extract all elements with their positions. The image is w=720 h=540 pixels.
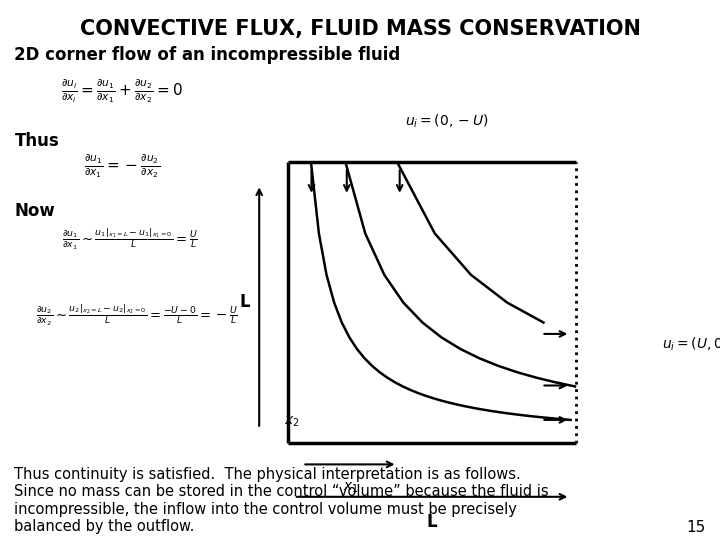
- Text: 15: 15: [686, 519, 706, 535]
- Text: Thus continuity is satisfied.  The physical interpretation is as follows.
Since : Thus continuity is satisfied. The physic…: [14, 467, 549, 534]
- Text: 2D corner flow of an incompressible fluid: 2D corner flow of an incompressible flui…: [14, 46, 400, 64]
- Text: $x_1$: $x_1$: [343, 481, 359, 495]
- Text: Now: Now: [14, 202, 55, 220]
- Text: $\frac{\partial u_2}{\partial x_2} \sim \frac{u_2|_{x_2=L} - u_2|_{x_2=0}}{L} = : $\frac{\partial u_2}{\partial x_2} \sim …: [36, 302, 238, 328]
- Text: $\frac{\partial u_1}{\partial x_1} = -\frac{\partial u_2}{\partial x_2}$: $\frac{\partial u_1}{\partial x_1} = -\f…: [84, 154, 161, 180]
- Text: L: L: [240, 293, 250, 312]
- Text: $u_i = (U, 0)$: $u_i = (U, 0)$: [662, 336, 720, 353]
- Text: Thus: Thus: [14, 132, 59, 150]
- Text: $\frac{\partial u_i}{\partial x_i} = \frac{\partial u_1}{\partial x_1} + \frac{\: $\frac{\partial u_i}{\partial x_i} = \fr…: [61, 78, 184, 105]
- Text: L: L: [427, 513, 437, 531]
- Text: $\frac{\partial u_1}{\partial x_1} \sim \frac{u_1|_{x_1=L} - u_1|_{x_1=0}}{L} = : $\frac{\partial u_1}{\partial x_1} \sim …: [62, 227, 197, 252]
- Text: $x_2$: $x_2$: [284, 415, 300, 429]
- Text: $u_i = (0, - U)$: $u_i = (0, - U)$: [405, 112, 488, 130]
- Text: CONVECTIVE FLUX, FLUID MASS CONSERVATION: CONVECTIVE FLUX, FLUID MASS CONSERVATION: [80, 19, 640, 39]
